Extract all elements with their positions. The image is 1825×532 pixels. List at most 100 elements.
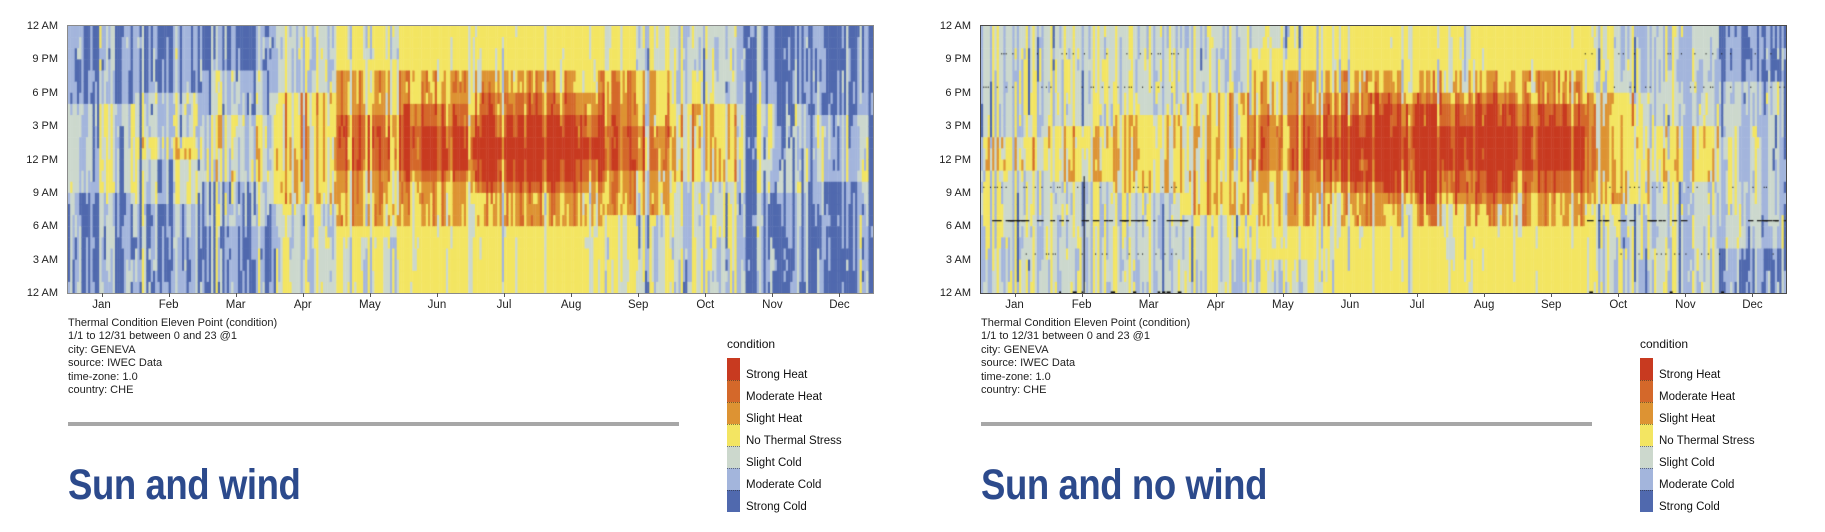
x-axis-tick bbox=[571, 293, 573, 297]
legend-color-swatch bbox=[727, 446, 740, 468]
y-axis-label: 9 AM bbox=[945, 186, 971, 199]
meta-line-country: country: CHE bbox=[981, 384, 1047, 397]
y-axis-label: 12 AM bbox=[939, 20, 971, 32]
legend-item: Strong Heat bbox=[727, 358, 842, 381]
x-axis-label: Dec bbox=[1742, 299, 1763, 311]
legend-item-label: No Thermal Stress bbox=[746, 435, 842, 447]
meta-line-country: country: CHE bbox=[68, 384, 134, 397]
y-axis-label: 12 AM bbox=[26, 287, 58, 299]
legend-item: Slight Cold bbox=[1640, 446, 1755, 469]
legend-color-swatch bbox=[1640, 446, 1653, 468]
y-axis-label: 6 AM bbox=[945, 220, 971, 233]
legend-color-swatch bbox=[727, 380, 740, 402]
panel-sun-and-wind: 12 AM 9 PM 6 PM 3 PM 12 PM 9 AM 6 AM 3 AM 12 AM … bbox=[0, 0, 912, 532]
x-axis-label: Sep bbox=[1540, 299, 1562, 311]
x-axis-label: Jan bbox=[92, 299, 111, 311]
legend-item-label: Moderate Cold bbox=[1659, 479, 1735, 491]
x-axis-label: Dec bbox=[829, 299, 850, 311]
y-axis-label: 12 AM bbox=[26, 20, 58, 32]
meta-line-range: 1/1 to 12/31 between 0 and 23 @1 bbox=[981, 330, 1150, 343]
x-axis-label: Sep bbox=[627, 299, 649, 311]
x-axis-tick bbox=[302, 293, 304, 297]
x-axis-label: Jun bbox=[427, 299, 447, 311]
legend-item-label: Strong Cold bbox=[1659, 501, 1720, 513]
x-axis-label: Oct bbox=[1609, 299, 1628, 311]
legend-item: Moderate Cold bbox=[1640, 468, 1755, 491]
legend-item: Strong Cold bbox=[727, 490, 842, 513]
panel-sun-and-no-wind: 12 AM 9 PM 6 PM 3 PM 12 PM 9 AM 6 AM 3 AM 12 AM … bbox=[913, 0, 1825, 532]
x-axis-label: Aug bbox=[1473, 299, 1495, 311]
legend-item-label: Strong Cold bbox=[746, 501, 807, 513]
x-axis-label: Oct bbox=[696, 299, 715, 311]
legend-color-swatch bbox=[1640, 402, 1653, 424]
y-axis-label: 12 AM bbox=[939, 287, 971, 299]
legend-color-swatch bbox=[1640, 490, 1653, 512]
meta-line-source: source: IWEC Data bbox=[981, 357, 1076, 370]
x-axis-tick bbox=[1014, 293, 1016, 297]
y-axis-label: 3 PM bbox=[945, 120, 971, 133]
legend-item: No Thermal Stress bbox=[727, 424, 842, 447]
x-axis-tick bbox=[436, 293, 438, 297]
heatmap-plot-frame bbox=[980, 25, 1787, 294]
section-title: Sun and wind bbox=[68, 461, 301, 509]
legend-color-swatch bbox=[727, 468, 740, 490]
legend-color-swatch bbox=[727, 358, 740, 380]
x-axis-tick bbox=[1282, 293, 1284, 297]
legend-item-label: Slight Heat bbox=[1659, 413, 1716, 425]
x-axis-label: Nov bbox=[1675, 299, 1696, 311]
legend-title: condition bbox=[727, 337, 776, 351]
y-axis-label: 9 PM bbox=[945, 53, 971, 66]
x-axis-tick bbox=[1148, 293, 1150, 297]
x-axis-tick bbox=[1417, 293, 1419, 297]
x-axis-label: Jan bbox=[1005, 299, 1024, 311]
legend-item: Strong Cold bbox=[1640, 490, 1755, 513]
legend-item-label: Slight Cold bbox=[1659, 457, 1715, 469]
x-axis-tick bbox=[772, 293, 774, 297]
x-axis-tick bbox=[1618, 293, 1620, 297]
x-axis-label: Apr bbox=[1206, 299, 1225, 311]
meta-line-source: source: IWEC Data bbox=[68, 357, 163, 370]
legend-item: Strong Heat bbox=[1640, 358, 1755, 381]
legend-color-swatch bbox=[727, 424, 740, 446]
x-axis-label: Jun bbox=[1340, 299, 1360, 311]
x-axis-label: Feb bbox=[1071, 299, 1092, 311]
x-axis-tick bbox=[1349, 293, 1351, 297]
section-divider bbox=[981, 422, 1592, 426]
y-axis-label: 12 PM bbox=[939, 153, 971, 166]
y-axis-label: 12 PM bbox=[26, 153, 58, 166]
legend-item-label: No Thermal Stress bbox=[1659, 435, 1755, 447]
x-axis-tick bbox=[168, 293, 170, 297]
legend-color-swatch bbox=[1640, 424, 1653, 446]
x-axis-label: Mar bbox=[1138, 299, 1159, 311]
legend-item-label: Strong Heat bbox=[1659, 369, 1721, 381]
legend-items: Strong Heat Moderate Heat Slight Heat No Th… bbox=[727, 358, 842, 513]
section-divider bbox=[68, 422, 679, 426]
legend-item-label: Slight Heat bbox=[746, 413, 803, 425]
meta-line-title: Thermal Condition Eleven Point (conditio… bbox=[68, 317, 278, 329]
x-axis-tick bbox=[1752, 293, 1754, 297]
legend-item: Slight Heat bbox=[727, 402, 842, 425]
x-axis-tick bbox=[369, 293, 371, 297]
x-axis-tick bbox=[638, 293, 640, 297]
condition-legend: condition Strong Heat Moderate Heat Slight… bbox=[727, 337, 842, 513]
x-axis-tick bbox=[1081, 293, 1083, 297]
legend-item: Slight Cold bbox=[727, 446, 842, 469]
meta-line-timezone: time-zone: 1.0 bbox=[68, 370, 138, 383]
legend-color-swatch bbox=[1640, 468, 1653, 490]
legend-item-label: Slight Cold bbox=[746, 457, 802, 469]
legend-color-swatch bbox=[727, 402, 740, 424]
legend-color-swatch bbox=[1640, 358, 1653, 380]
meta-line-title: Thermal Condition Eleven Point (conditio… bbox=[981, 317, 1191, 329]
x-axis-tick bbox=[101, 293, 103, 297]
x-axis-tick bbox=[235, 293, 237, 297]
x-axis-label: Jul bbox=[496, 299, 512, 311]
x-axis-label: Feb bbox=[158, 299, 179, 311]
meta-line-city: city: GENEVA bbox=[68, 343, 136, 356]
legend-title: condition bbox=[1640, 337, 1689, 351]
y-axis-label: 6 AM bbox=[32, 220, 58, 233]
heatmap-plot-frame bbox=[67, 25, 874, 294]
legend-item: Moderate Heat bbox=[727, 380, 842, 403]
legend-item-label: Moderate Heat bbox=[746, 391, 823, 403]
legend-items: Strong Heat Moderate Heat Slight Heat No Th… bbox=[1640, 358, 1755, 513]
